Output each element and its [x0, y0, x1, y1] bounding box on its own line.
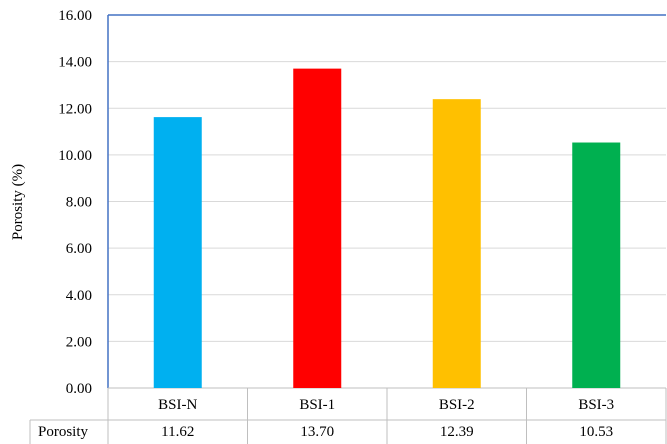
y-tick-label: 16.00	[58, 8, 92, 24]
y-tick-label: 14.00	[58, 55, 92, 71]
value-label: 10.53	[579, 424, 613, 440]
bar-bsi-1	[293, 68, 342, 389]
value-label: 13.70	[300, 424, 334, 440]
data-table: BSI-N BSI-1 BSI-2 BSI-3 Porosity 11.62 13.70 12…	[29, 388, 667, 444]
bar-bsi-3	[572, 142, 621, 388]
y-axis-tick-labels: 0.00 2.00 4.00 6.00 8.00 10.00 12.00 14.00 16.00	[58, 8, 92, 397]
y-tick-label: 12.00	[58, 101, 92, 117]
y-tick-label: 6.00	[66, 241, 92, 257]
value-label: 12.39	[440, 424, 474, 440]
category-label: BSI-1	[299, 397, 335, 413]
bar-bsi-n	[153, 117, 202, 388]
category-label: BSI-N	[158, 397, 197, 413]
y-tick-label: 2.00	[66, 334, 92, 350]
bar-bsi-2	[432, 99, 481, 388]
category-label: BSI-3	[578, 397, 614, 413]
y-axis-label: Porosity (%)	[10, 164, 26, 240]
y-tick-label: 8.00	[66, 195, 92, 211]
series-name-label: Porosity	[38, 424, 89, 440]
y-tick-label: 10.00	[58, 148, 92, 164]
value-label: 11.62	[161, 424, 194, 440]
y-tick-label: 4.00	[66, 288, 92, 304]
category-label: BSI-2	[439, 397, 475, 413]
bars	[153, 68, 621, 389]
y-tick-label: 0.00	[66, 381, 92, 397]
